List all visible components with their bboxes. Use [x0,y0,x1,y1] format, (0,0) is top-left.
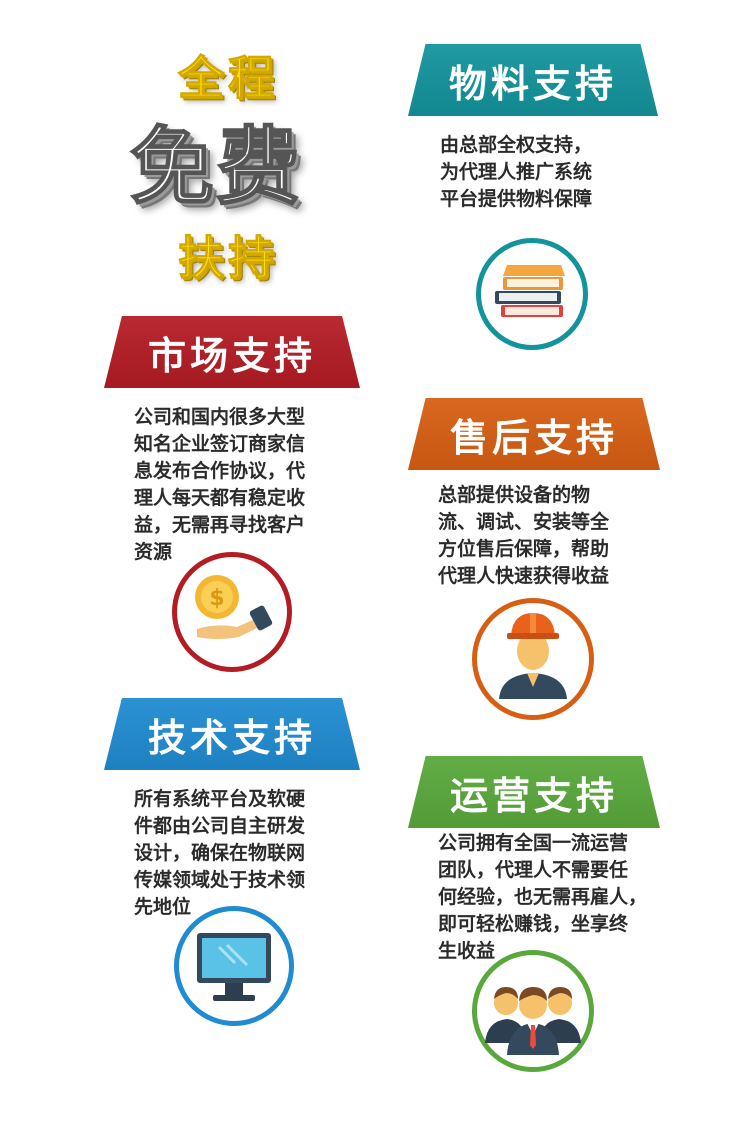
aftersales-banner: 售后支持 [408,398,660,470]
tech-title: 技术支持 [147,715,316,760]
materials-description: 由总部全权支持， 为代理人推广系统 平台提供物料保障 [440,132,660,213]
svg-text:$: $ [209,586,224,611]
materials-line: 为代理人推广系统 [440,161,593,183]
tech-line: 设计，确保在物联网 [134,842,306,864]
tech-description: 所有系统平台及软硬 件都由公司自主研发 设计，确保在物联网 传媒领域处于技术领 … [134,786,344,921]
operations-line: 公司拥有全国一流运营 [438,832,629,854]
market-line: 理人每天都有稳定收 [134,487,306,509]
operations-banner: 运营支持 [408,756,660,828]
books-icon [476,238,588,350]
monitor-icon [174,906,294,1026]
tech-line: 件都由公司自主研发 [134,815,306,837]
market-line: 资源 [134,541,173,563]
operations-line: 即可轻松赚钱，坐享终 [438,913,629,935]
tech-line: 传媒领域处于技术领 [134,869,306,891]
tech-banner: 技术支持 [104,698,360,770]
operations-line: 生收益 [438,940,496,962]
aftersales-line: 代理人快速获得收益 [438,565,610,587]
tech-line: 先地位 [134,896,192,918]
market-banner: 市场支持 [104,316,360,388]
market-line: 益，无需再寻找客户 [134,514,306,536]
aftersales-title: 售后支持 [449,415,618,460]
team-icon [472,950,594,1072]
aftersales-line: 流、调试、安装等全 [438,511,610,533]
engineer-icon [472,598,594,720]
materials-line: 平台提供物料保障 [440,188,593,210]
market-line: 公司和国内很多大型 [134,406,306,428]
coin-hand-icon: $ [172,552,292,672]
market-title: 市场支持 [147,333,316,378]
market-line: 息发布合作协议，代 [134,460,306,482]
tech-line: 所有系统平台及软硬 [134,788,306,810]
materials-line: 由总部全权支持， [440,134,593,156]
operations-line: 何经验，也无需再雇人， [438,886,648,908]
aftersales-description: 总部提供设备的物 流、调试、安装等全 方位售后保障，帮助 代理人快速获得收益 [438,482,658,590]
materials-banner: 物料支持 [408,44,658,116]
hero-main-text: 免费 [129,117,303,217]
market-line: 知名企业签订商家信 [134,433,306,455]
operations-description: 公司拥有全国一流运营 团队，代理人不需要任 何经验，也无需再雇人， 即可轻松赚钱… [438,830,678,965]
hero-bottom-text: 扶持 [178,231,278,286]
materials-title: 物料支持 [448,61,617,106]
aftersales-line: 总部提供设备的物 [438,484,591,506]
operations-title: 运营支持 [449,773,618,818]
hero-top-text: 全程 [178,51,278,106]
operations-line: 团队，代理人不需要任 [438,859,629,881]
market-description: 公司和国内很多大型 知名企业签订商家信 息发布合作协议，代 理人每天都有稳定收 … [134,404,344,566]
aftersales-line: 方位售后保障，帮助 [438,538,610,560]
